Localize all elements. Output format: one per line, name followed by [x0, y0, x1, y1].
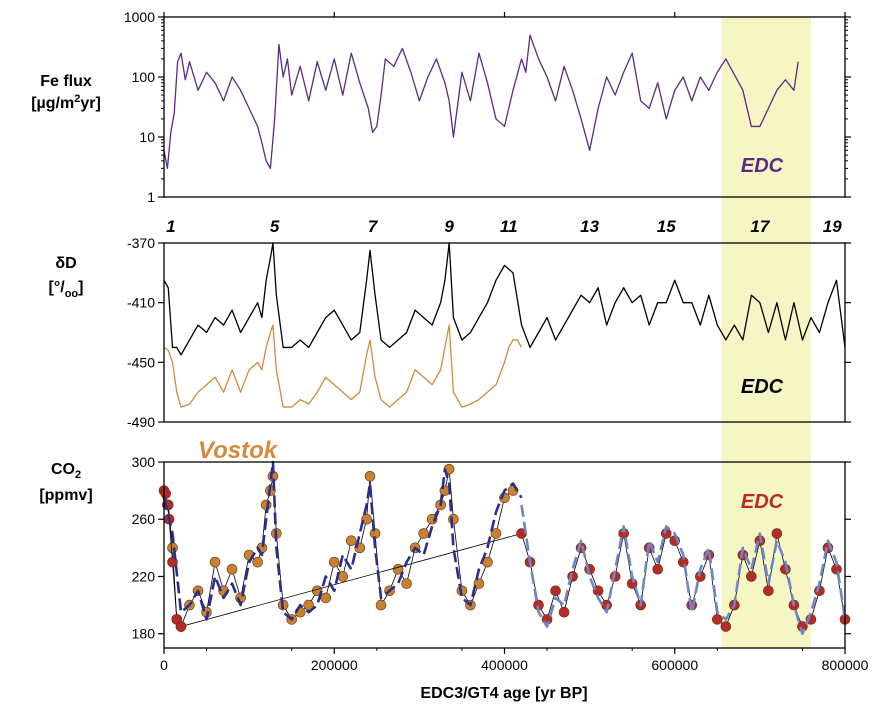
xtick-label: 200000	[311, 657, 358, 673]
co2-ylabel-line1: CO2	[51, 461, 81, 481]
vostok-series-tag: Vostok	[198, 437, 279, 464]
co2-data-point	[252, 556, 263, 568]
x-axis-label: EDC3/GT4 age [yr BP]	[420, 685, 587, 702]
dd-series-vostok-1	[163, 324, 523, 408]
fe-series-tag: EDC	[741, 155, 784, 177]
dd-ylabel-line1: δD	[55, 255, 76, 272]
fe-series-edc-0	[163, 34, 799, 170]
stage-label: 19	[823, 217, 842, 236]
co2-data-point	[720, 621, 732, 632]
co2-data-point	[473, 578, 485, 589]
xtick-label: 800000	[822, 657, 869, 673]
fe-ylabel-line2: [µg/m2yr]	[31, 93, 101, 112]
co2-series-line	[167, 469, 514, 628]
dd-ytick-label: -450	[127, 354, 155, 370]
co2-series-vostok	[162, 463, 519, 632]
stage-label: 11	[500, 217, 518, 236]
dd-ytick-label: -410	[127, 295, 155, 311]
fe-ytick-label: 10	[139, 129, 155, 145]
stage-label: 5	[270, 217, 280, 236]
co2-data-point	[763, 585, 774, 597]
co2-data-point	[328, 556, 340, 568]
fe-ylabel-line1: Fe flux	[40, 73, 92, 90]
co2-data-point	[712, 614, 723, 625]
co2-ytick-label: 300	[132, 454, 156, 470]
dd-panel-frame	[163, 242, 846, 423]
co2-data-point	[401, 578, 412, 589]
co2-data-point	[418, 528, 429, 539]
co2-data-point	[209, 556, 221, 568]
co2-series-tag: EDC	[741, 491, 784, 513]
stage-label: 7	[368, 217, 379, 236]
co2-ytick-label: 220	[132, 568, 156, 584]
fe-ytick-label: 1	[147, 189, 155, 205]
co2-series-model-2	[162, 460, 523, 621]
xtick-label: 0	[160, 657, 168, 673]
stage-label: 15	[657, 217, 676, 236]
co2-ylabel-line2: [ppmv]	[39, 487, 92, 504]
co2-data-point	[361, 513, 372, 525]
co2-data-point	[167, 556, 178, 568]
panel-frames	[158, 12, 851, 654]
co2-data-point	[375, 599, 387, 611]
highlight-band-layer	[721, 17, 811, 648]
co2-data-point	[448, 513, 459, 525]
co2-data-point	[364, 471, 376, 482]
fe-ytick-label: 1000	[124, 9, 155, 25]
co2-data-point	[771, 528, 783, 539]
co2-data-point	[160, 488, 172, 499]
co2-data-point	[175, 621, 187, 632]
co2-data-point	[303, 599, 315, 611]
dd-series-edc-0	[163, 242, 846, 356]
co2-series-model-3	[520, 504, 847, 635]
dd-ytick-label: -370	[127, 235, 155, 251]
stage-label: 13	[580, 217, 599, 236]
fe-ytick-label: 100	[132, 69, 156, 85]
stage-label: 1	[166, 217, 175, 236]
co2-data-point	[320, 592, 332, 604]
xtick-label: 400000	[481, 657, 528, 673]
stage-label: 9	[444, 217, 454, 236]
co2-data-point	[652, 564, 664, 575]
highlight-band	[721, 17, 811, 648]
dd-ylabel-line2: [°/oo]	[49, 279, 84, 300]
co2-ytick-label: 260	[132, 511, 156, 527]
series-layer	[158, 34, 851, 635]
stage-label: 17	[750, 217, 770, 236]
co2-data-point	[746, 571, 757, 582]
co2-ytick-label: 180	[132, 626, 156, 642]
co2-data-point	[345, 535, 357, 546]
co2-data-point	[490, 528, 502, 539]
dd-ytick-label: -490	[127, 414, 155, 430]
co2-data-point	[550, 585, 561, 597]
co2-data-point	[226, 564, 238, 575]
co2-data-point	[558, 606, 570, 618]
dd-series-tag: EDC	[741, 376, 784, 398]
xtick-label: 600000	[651, 657, 698, 673]
co2-data-point	[516, 528, 527, 539]
co2-data-point	[167, 542, 178, 554]
